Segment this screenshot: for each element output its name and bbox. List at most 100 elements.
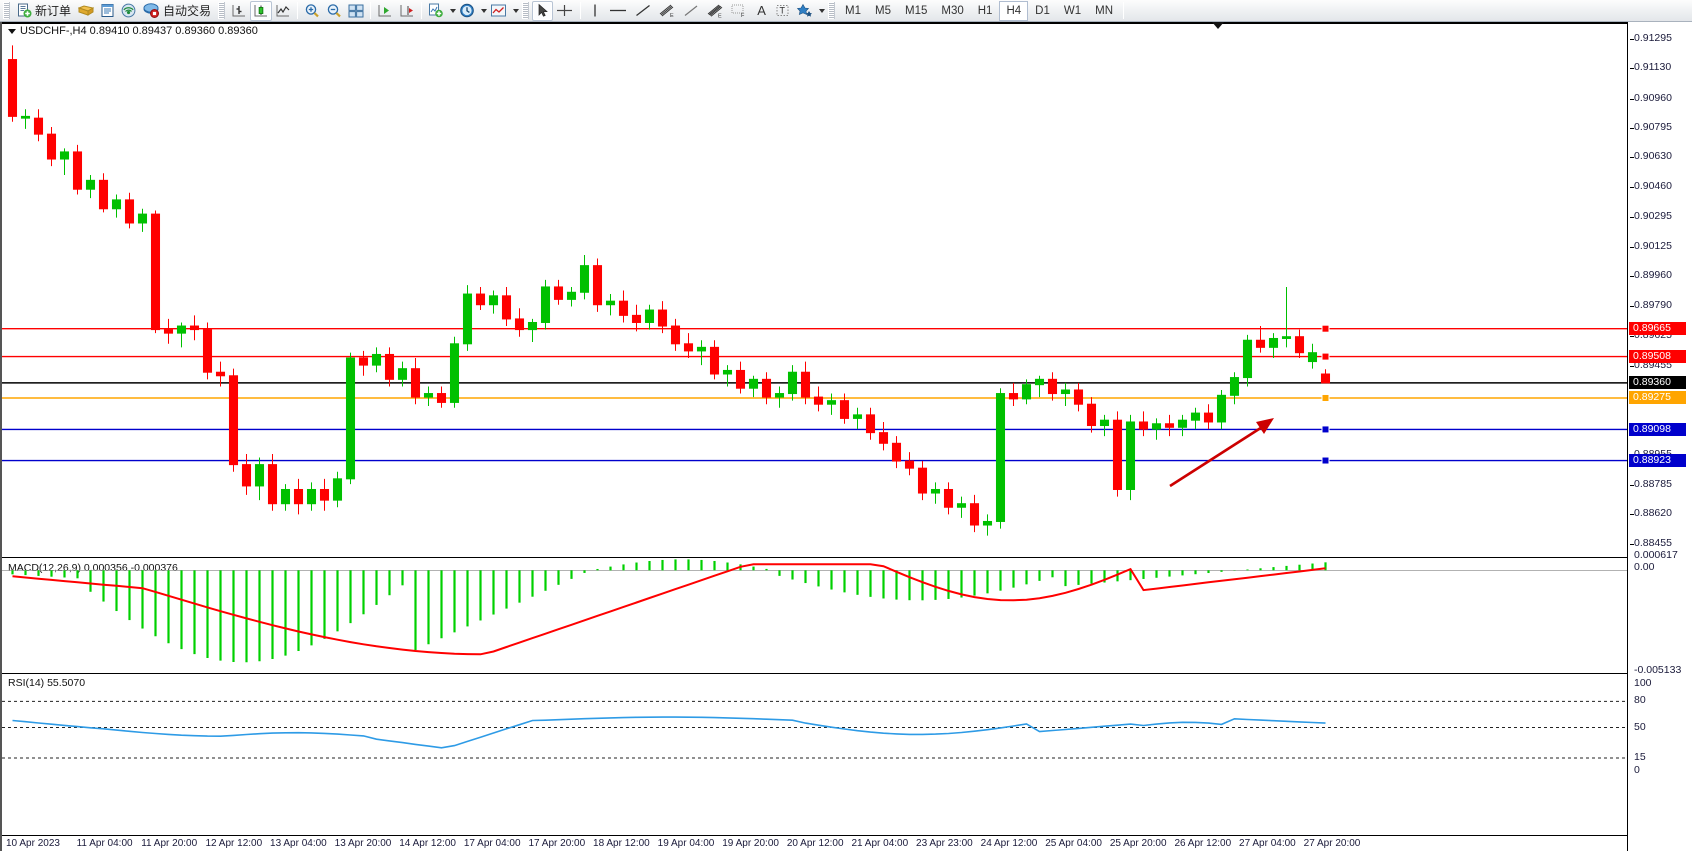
toolbar-grip[interactable] [3,2,10,19]
price-level-handle-support-2[interactable] [1321,456,1330,465]
timeframe-m1[interactable]: M1 [838,1,868,21]
candle-body [969,503,980,526]
timeframe-mn[interactable]: MN [1088,1,1120,21]
candle-body [215,371,226,377]
timeframe-m5[interactable]: M5 [868,1,898,21]
time-axis-label: 27 Apr 20:00 [1303,838,1361,849]
autotrading-button[interactable]: 自动交易 [139,1,215,21]
objects-button[interactable] [793,1,816,21]
signal-icon [121,3,136,18]
timeframes-button[interactable] [456,1,478,21]
chart-scroll-marker[interactable] [1212,22,1224,29]
price-level-handle-resistance-2[interactable] [1321,352,1330,361]
chart-shift-button[interactable] [396,1,418,21]
objects-dropdown-caret[interactable] [819,8,826,13]
horizontal-line-icon [608,3,628,18]
price-level-handle-support-1[interactable] [1321,425,1330,434]
chart-shift-icon [399,3,415,18]
price-pane[interactable] [2,24,1627,557]
candlestick-chart-button[interactable] [250,0,273,21]
text-button[interactable]: A [751,1,772,21]
candle-body [33,117,44,135]
timeframe-m15[interactable]: M15 [898,1,934,21]
crosshair-button[interactable] [553,1,577,21]
bar-chart-button[interactable] [228,1,250,21]
indicators-icon [428,3,444,18]
line-chart-button[interactable] [272,1,294,21]
timeframe-h1[interactable]: H1 [971,1,1000,21]
toolbar-grip-2[interactable] [218,2,226,19]
price-axis-label: 0.90795 [1630,122,1672,132]
horizontal-line-button[interactable] [605,1,631,21]
price-axis-label: 0.89790 [1630,300,1672,311]
timeframe-d1[interactable]: D1 [1028,1,1057,21]
chart-canvas-area[interactable]: USDCHF-,H4 0.89410 0.89437 0.89360 0.893… [0,22,1692,851]
time-axis-label: 11 Apr 20:00 [141,838,198,849]
candle-body [514,318,525,331]
indicators-button[interactable] [425,1,447,21]
toolbar-separator-5 [1123,2,1124,19]
auto-scroll-button[interactable] [374,1,396,21]
timeframe-h4[interactable]: H4 [999,0,1029,21]
timeframe-m30[interactable]: M30 [934,1,970,21]
candle-body [709,346,720,375]
price-axis[interactable]: 0.91295 0.91130 0.90960 0.90795 0.90630 0.904… [1627,22,1692,851]
toolbar-grip-3[interactable] [522,2,530,19]
candle-body [501,295,512,320]
vertical-line-button[interactable] [584,1,605,21]
price-axis-tick [1630,157,1634,159]
time-axis-label: 26 Apr 12:00 [1174,838,1232,849]
cursor-button[interactable] [532,0,554,21]
candle-body [20,115,31,119]
resistance-1-tag[interactable]: 0.89665 [1629,322,1686,336]
trendline-2-button[interactable] [679,1,703,21]
candle-body [306,488,317,505]
timeframes-dropdown-caret[interactable] [481,8,488,13]
price-axis-label: 0.88785 [1630,479,1672,489]
clock-icon [459,3,475,18]
signals-button[interactable] [118,1,139,21]
chart-menu-caret-icon[interactable] [8,28,16,34]
candlestick-icon [253,3,269,18]
price-axis-tick [1630,335,1634,337]
pivot-tag[interactable]: 0.89275 [1629,391,1686,405]
timeframe-mn-label: MN [1095,4,1113,17]
fibonacci-fan-button[interactable]: F [727,1,751,21]
equidistant-channel-button[interactable]: E [655,1,679,21]
candle-body [72,151,83,190]
support-2-tag[interactable]: 0.88923 [1629,454,1686,468]
timeframe-w1[interactable]: W1 [1057,1,1088,21]
price-level-handle-resistance-1[interactable] [1321,324,1330,333]
candle-body [696,346,707,352]
macd-pane[interactable] [2,558,1627,673]
fibonacci-button[interactable]: E [703,1,727,21]
zoom-in-button[interactable] [301,1,323,21]
zoom-in-icon [304,3,320,18]
templates-button[interactable] [487,1,510,21]
time-axis: 10 Apr 2023 11 Apr 04:00 11 Apr 20:00 12 Ap… [2,835,1627,851]
candle-body [1268,337,1279,348]
toolbar-grip-4[interactable] [828,2,836,19]
crosshair-icon [556,3,574,18]
toolbar-separator-3 [421,2,423,19]
text-label-button[interactable]: T [772,1,793,21]
last-price-tag[interactable]: 0.89360 [1629,376,1686,390]
indicators-dropdown-caret[interactable] [450,8,457,13]
candle-body [1151,423,1162,430]
tile-windows-button[interactable] [345,1,367,21]
candle-body [189,325,200,331]
expert-advisors-button[interactable] [75,1,97,21]
resistance-2-tag[interactable]: 0.89508 [1629,350,1686,364]
support-1-tag[interactable]: 0.89098 [1629,422,1686,436]
rsi-pane[interactable] [2,674,1627,783]
metaeditor-button[interactable] [97,1,118,21]
macd-axis-label: -0.005133 [1634,664,1682,676]
templates-dropdown-caret[interactable] [513,8,520,13]
new-order-button[interactable]: 新订单 [13,1,75,21]
price-axis-label: 0.91130 [1630,62,1671,73]
folder-icon [78,3,95,18]
candle-body [384,353,395,380]
trendline-button[interactable] [631,1,655,21]
price-level-handle-pivot[interactable] [1321,393,1330,402]
zoom-out-button[interactable] [323,1,345,21]
